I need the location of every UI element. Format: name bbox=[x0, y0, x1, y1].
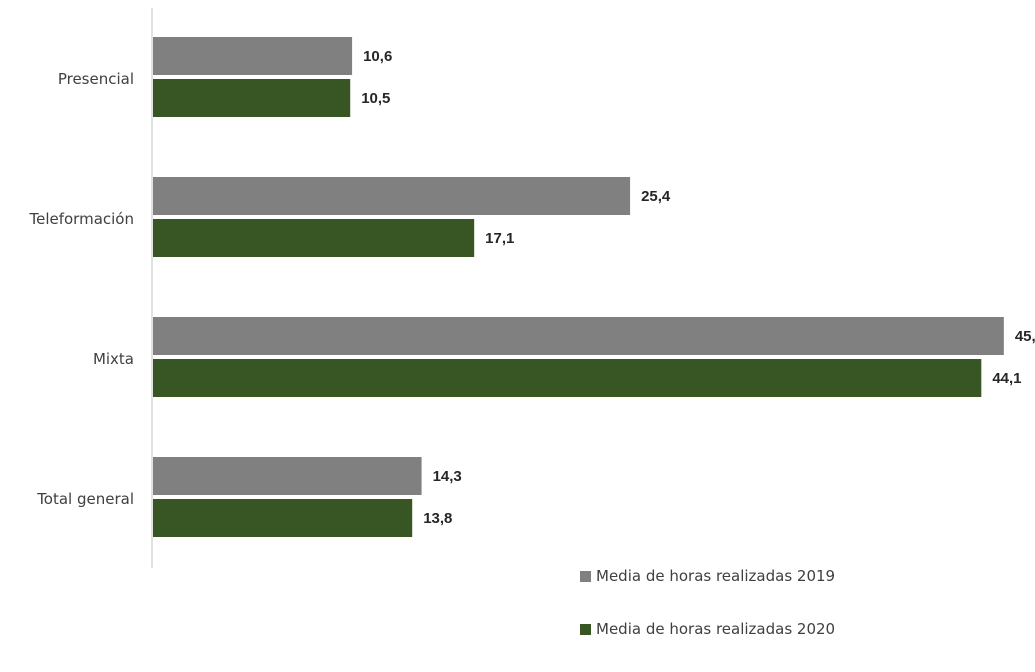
bar-mixta-series-1 bbox=[153, 317, 1004, 355]
legend-item-2019: Media de horas realizadas 2019 bbox=[580, 566, 835, 586]
value-label-mixta-series-1: 45,3 bbox=[1015, 328, 1035, 345]
category-label-presencial: Presencial bbox=[58, 70, 134, 88]
bar-total-general-series-2 bbox=[153, 499, 413, 537]
value-labels-group: 10,6 10,5 25,4 17,1 45,3 44,1 14,3 13,8 bbox=[361, 48, 1035, 527]
value-label-presencial-series-2: 10,5 bbox=[361, 90, 390, 107]
category-label-total-general: Total general bbox=[36, 490, 134, 508]
category-label-mixta: Mixta bbox=[93, 350, 134, 368]
legend: Media de horas realizadas 2019 Media de … bbox=[580, 566, 835, 672]
value-label-teleformacion-series-1: 25,4 bbox=[641, 188, 671, 205]
legend-swatch-2020 bbox=[580, 623, 591, 635]
bar-teleformacion-series-1 bbox=[153, 177, 631, 215]
value-label-teleformacion-series-2: 17,1 bbox=[485, 230, 514, 247]
category-label-teleformacion: Teleformación bbox=[28, 210, 134, 228]
bar-mixta-series-2 bbox=[153, 359, 982, 397]
category-labels-group: Presencial Teleformación Mixta Total genera… bbox=[28, 70, 134, 508]
legend-item-2020: Media de horas realizadas 2020 bbox=[580, 619, 835, 639]
bar-total-general-series-1 bbox=[153, 457, 422, 495]
legend-swatch-2019 bbox=[580, 570, 591, 582]
bar-presencial-series-1 bbox=[153, 37, 353, 75]
bars-group bbox=[153, 37, 1004, 537]
bar-presencial-series-2 bbox=[153, 79, 351, 117]
value-label-presencial-series-1: 10,6 bbox=[363, 48, 392, 65]
value-label-total-general-series-2: 13,8 bbox=[423, 510, 452, 527]
bar-teleformacion-series-2 bbox=[153, 219, 475, 257]
value-label-total-general-series-1: 14,3 bbox=[433, 468, 462, 485]
legend-label-2020: Media de horas realizadas 2020 bbox=[596, 620, 836, 638]
value-label-mixta-series-2: 44,1 bbox=[992, 370, 1021, 387]
legend-label-2019: Media de horas realizadas 2019 bbox=[596, 567, 836, 585]
bar-chart: 10,6 10,5 25,4 17,1 45,3 44,1 14,3 13,8 Presenc… bbox=[28, 8, 1035, 568]
